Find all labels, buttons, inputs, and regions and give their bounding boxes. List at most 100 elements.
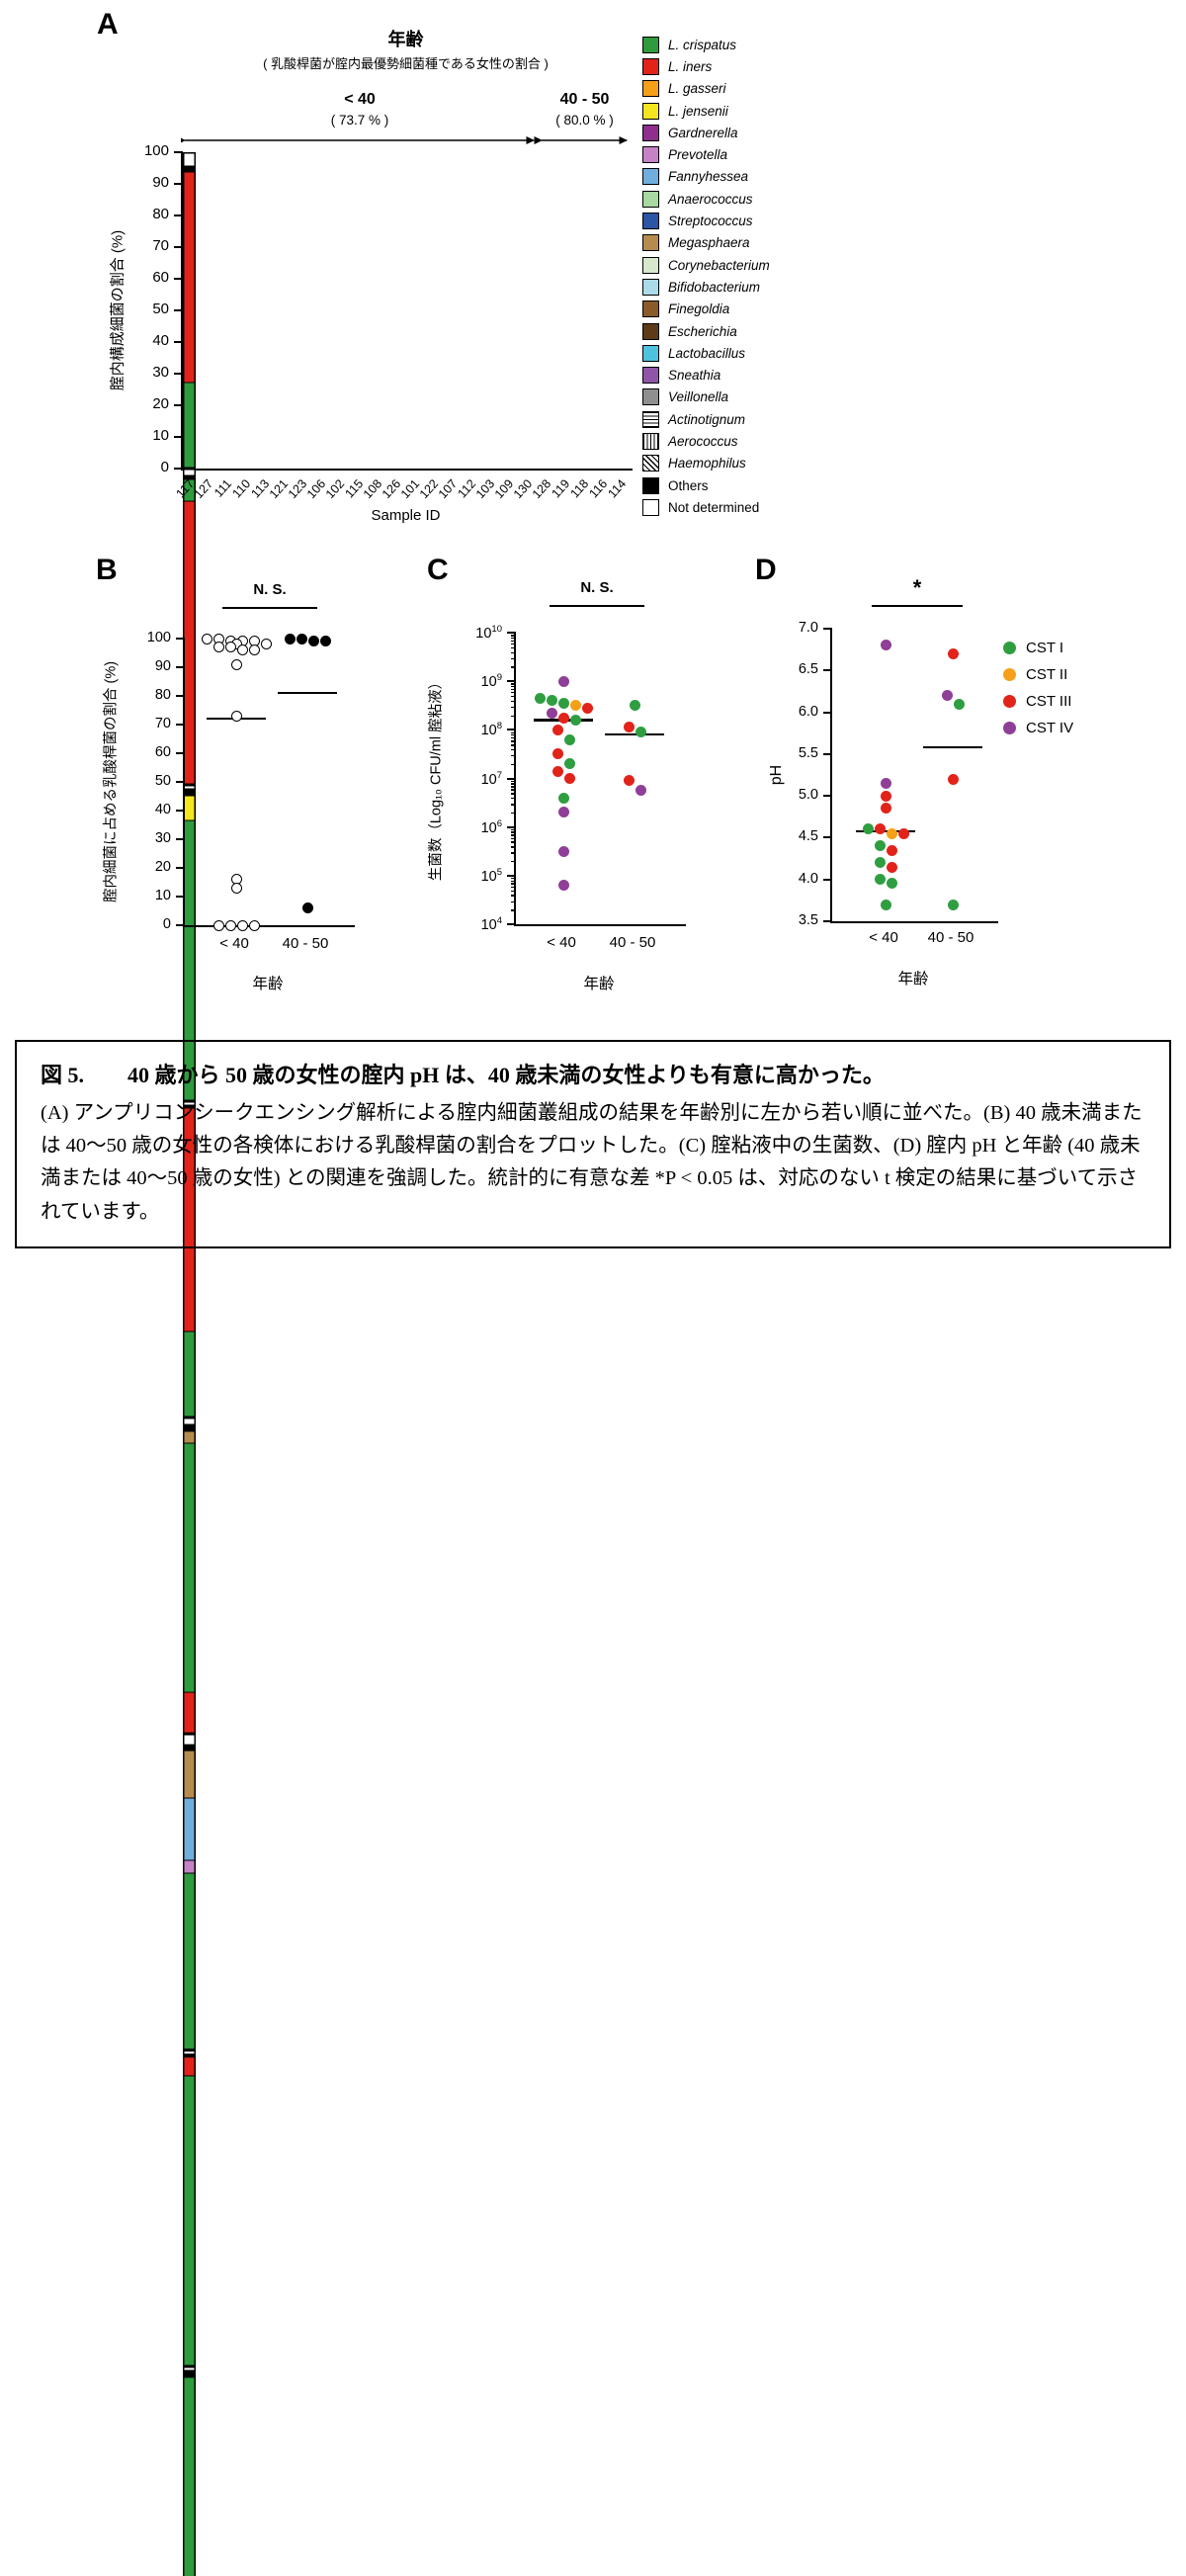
bar-segment [184, 478, 195, 501]
y-tick-label: 90 [152, 174, 169, 191]
legend-swatch [642, 124, 659, 141]
stacked-bar-sample-113 [183, 1417, 196, 1734]
legend-item: Veillonella [642, 386, 770, 408]
y-minor-tick [511, 837, 516, 839]
data-point [874, 840, 886, 852]
y-minor-tick [511, 740, 516, 742]
data-point [534, 692, 546, 704]
y-minor-tick [511, 861, 516, 863]
y-tick-label: 100 [146, 630, 171, 645]
data-point [557, 697, 569, 709]
y-minor-tick [511, 834, 516, 836]
cst-legend-label: CST I [1026, 640, 1064, 656]
panel-d: D * pH 3.5 4.0 4.5 5.0 5.5 6.0 6.5 7.0 < 40 40 … [743, 552, 1178, 1011]
y-tick-label: 3.5 [798, 912, 818, 928]
bar-segment [184, 1750, 195, 1798]
y-tick [176, 724, 185, 726]
y-tick-label: 10 [154, 888, 171, 903]
y-minor-tick [511, 683, 516, 685]
panel-c-significance: N. S. [580, 579, 614, 596]
y-tick-label: 105 [480, 866, 502, 885]
cst-legend-item: CST II [1003, 661, 1073, 688]
legend-item: Others [642, 474, 770, 496]
data-point [897, 827, 909, 839]
panel-d-ylabel: pH [768, 764, 785, 786]
panel-d-sig-line [872, 605, 963, 607]
legend-label: Bifidobacterium [668, 279, 761, 295]
y-minor-tick [511, 700, 516, 703]
y-tick [176, 838, 185, 840]
y-minor-tick [511, 828, 516, 831]
legend-label: Veillonella [668, 389, 729, 405]
stacked-bar-sample-127 [183, 469, 196, 785]
y-minor-tick [511, 878, 516, 880]
taxa-legend: L. crispatus L. iners L. gasseri L. jenseni… [642, 34, 770, 519]
data-point [623, 775, 635, 787]
y-tick-label: 50 [154, 773, 171, 789]
y-tick-label: 106 [480, 817, 502, 836]
panel-a-ylabel: 腟内構成細菌の割合 (%) [109, 229, 127, 391]
bar-segment [184, 1443, 195, 1692]
y-tick [176, 896, 185, 898]
data-point [557, 712, 569, 724]
bar-segment [184, 470, 195, 476]
legend-item: L. gasseri [642, 78, 770, 100]
data-point [886, 844, 897, 856]
y-minor-tick [511, 651, 516, 653]
legend-swatch [642, 410, 659, 428]
bar-segment [184, 1872, 195, 2049]
y-tick-label: 60 [154, 744, 171, 760]
group-lt40-label: < 40 [344, 91, 376, 108]
panel-c-xlabel: 年齢 [583, 976, 615, 992]
bar-segment [184, 1735, 195, 1745]
data-point [874, 857, 886, 869]
panel-c-xtick-lt40: < 40 [547, 934, 576, 951]
y-tick [176, 638, 185, 640]
y-tick [507, 777, 516, 780]
group-4050-label: 40 - 50 [559, 91, 610, 108]
legend-swatch [642, 301, 659, 318]
bar-segment [184, 2057, 195, 2077]
y-minor-tick [511, 886, 516, 889]
data-point [635, 727, 646, 738]
data-point [880, 777, 891, 789]
y-tick-label: 0 [160, 459, 169, 475]
legend-label: Others [668, 477, 709, 493]
y-tick [507, 632, 516, 634]
y-minor-tick [511, 798, 516, 800]
y-minor-tick [511, 804, 516, 806]
data-point [296, 633, 307, 644]
legend-swatch [642, 190, 659, 208]
data-point [557, 792, 569, 804]
legend-item: Anaerococcus [642, 188, 770, 210]
caption-title: 図 5. 40 歳から 50 歳の女性の腟内 pH は、40 歳未満の女性よりも… [41, 1063, 885, 1087]
y-tick-label: 40 [152, 332, 169, 349]
cst-legend-dot [1003, 642, 1016, 654]
y-minor-tick [511, 706, 516, 709]
y-tick [823, 711, 832, 714]
data-point [947, 899, 959, 910]
panel-d-plot: 3.5 4.0 4.5 5.0 5.5 6.0 6.5 7.0 [799, 620, 998, 928]
bar-segment [184, 2076, 195, 2365]
data-point [947, 647, 959, 659]
y-minor-tick [511, 880, 516, 882]
cst-legend-item: CST IV [1003, 715, 1073, 741]
y-tick-label: 60 [152, 269, 169, 286]
y-tick-label: 70 [154, 716, 171, 731]
legend-label: Finegoldia [668, 301, 730, 317]
data-point [635, 785, 646, 797]
bar-segment [184, 1430, 195, 1444]
y-tick-label: 70 [152, 237, 169, 254]
data-point [301, 902, 313, 914]
legend-label: Gardnerella [668, 125, 738, 140]
y-minor-tick [511, 748, 516, 751]
y-tick-label: 4.5 [798, 828, 818, 845]
stacked-bar-sample-121 [183, 1734, 196, 2050]
bar-segment [184, 1108, 195, 1332]
bar-segment [184, 165, 195, 173]
stacked-bar-sample-117 [183, 152, 196, 469]
legend-item: Sneathia [642, 364, 770, 386]
y-tick [507, 874, 516, 877]
legend-item: L. jensenii [642, 100, 770, 122]
y-tick-label: 20 [152, 395, 169, 412]
